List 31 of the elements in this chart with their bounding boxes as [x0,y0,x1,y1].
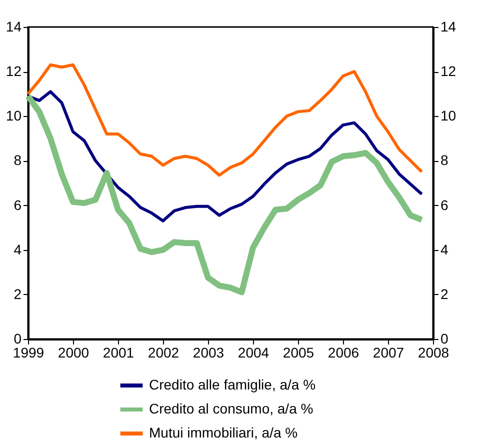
legend-label: Credito al consumo, a/a % [149,400,314,416]
x-tick-label: 2008 [418,344,450,360]
y-tick-label: 8 [14,152,22,168]
y2-tick-label: 12 [440,63,456,80]
x-tick-label: 2004 [238,344,270,360]
y2-tick-label: 4 [440,241,448,258]
legend-label: Mutui immobiliari, a/a % [149,424,298,440]
x-tick-label: 2007 [372,344,404,360]
line-series [26,90,424,222]
y-tick-label: 14 [6,18,22,34]
y-tick-label: 2 [14,286,22,302]
y-tick-label: 12 [6,63,22,80]
line-series [26,63,424,177]
x-tick-label: 2006 [328,344,360,360]
x-tick-label: 2005 [282,344,314,360]
x-tick-label: 2003 [192,344,224,360]
x-tick-label: 1999 [12,344,44,360]
y2-tick-label: 6 [440,196,448,213]
y2-tick-label: 2 [440,286,448,302]
y2-tick-label: 0 [440,330,448,346]
x-tick-label: 2000 [58,344,90,360]
y-tick-label: 4 [14,241,22,258]
y2-tick-label: 14 [440,18,456,34]
y-tick-label: 10 [6,108,22,124]
legend-label: Credito alle famiglie, a/a % [149,376,316,392]
y2-tick-label: 8 [440,152,448,168]
y-tick-label: 0 [14,330,22,346]
y2-tick-label: 10 [440,108,456,124]
x-tick-label: 2002 [148,344,180,360]
y-tick-label: 6 [14,196,22,213]
x-tick-label: 2001 [102,344,134,360]
